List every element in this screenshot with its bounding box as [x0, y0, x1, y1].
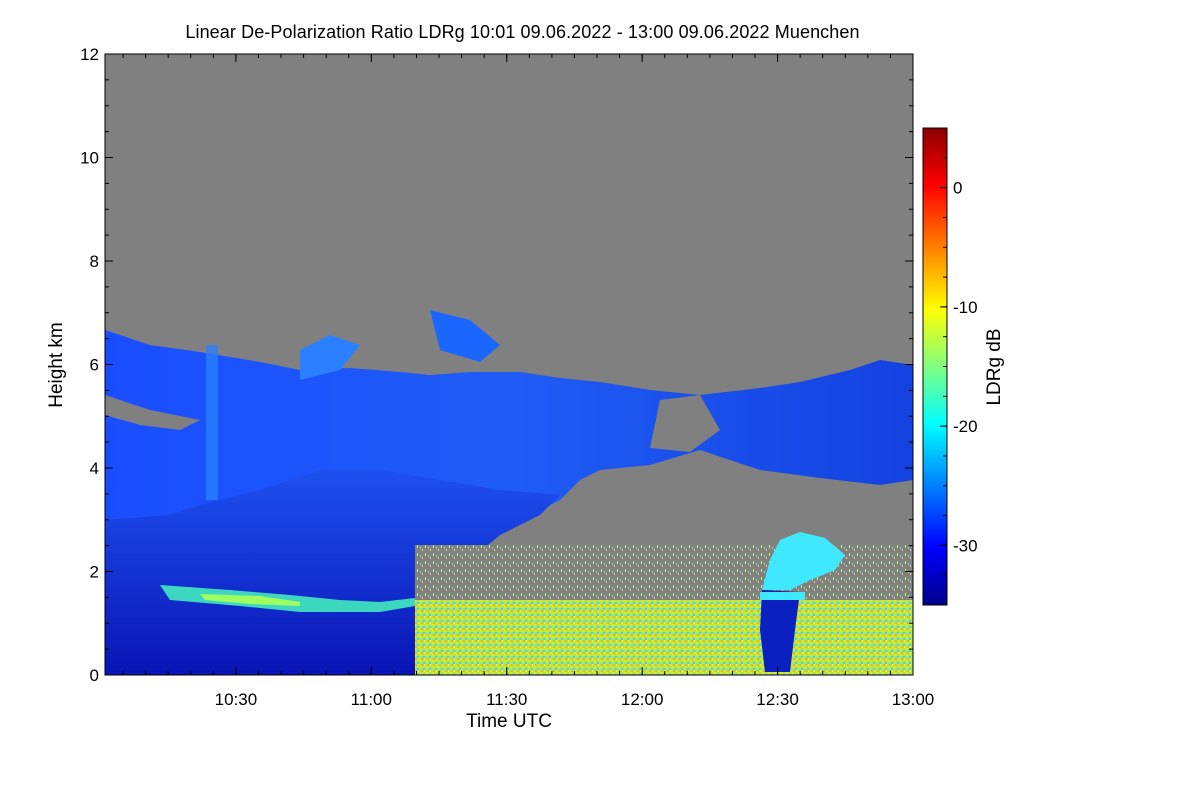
x-tick-label: 12:30 — [756, 690, 799, 709]
colorbar-tick-label: -20 — [953, 417, 978, 436]
colorbar-tick-label: -30 — [953, 536, 978, 555]
y-tick-label: 0 — [90, 666, 99, 685]
y-tick-label: 8 — [90, 252, 99, 271]
y-tick-label: 2 — [90, 563, 99, 582]
boundary-layer — [415, 600, 913, 675]
aerosol-band — [160, 585, 415, 612]
colorbar-tick-label: 0 — [953, 179, 962, 198]
y-tick-label: 6 — [90, 356, 99, 375]
x-tick-label: 10:30 — [215, 690, 258, 709]
chart-title: Linear De-Polarization Ratio LDRg 10:01 … — [185, 22, 860, 42]
x-tick-label: 11:00 — [351, 690, 392, 709]
y-tick-label: 12 — [80, 45, 99, 64]
plume-top — [762, 532, 845, 590]
x-tick-label: 13:00 — [892, 690, 935, 709]
cirrus-blob — [430, 310, 500, 362]
plume-column — [760, 590, 800, 672]
x-tick-label: 11:30 — [486, 690, 527, 709]
colorbar-label: LDRg dB — [984, 328, 1005, 405]
y-tick-label: 4 — [90, 459, 99, 478]
x-tick-label: 12:00 — [621, 690, 664, 709]
colorbar-tick-label: -10 — [953, 298, 978, 317]
low-layer — [105, 470, 560, 675]
cirrus-blob — [300, 335, 360, 380]
x-axis-label: Time UTC — [466, 711, 552, 732]
y-axis-label: Height km — [46, 322, 67, 408]
y-axis: 0 2 4 6 8 10 12 — [80, 45, 913, 685]
x-axis: 10:30 11:00 11:30 12:00 12:30 13:00 — [122, 54, 935, 709]
y-tick-label: 10 — [80, 149, 99, 168]
colorbar-ticks: 0 -10 -20 -30 — [940, 127, 978, 606]
ldr-heatmap — [105, 54, 913, 675]
